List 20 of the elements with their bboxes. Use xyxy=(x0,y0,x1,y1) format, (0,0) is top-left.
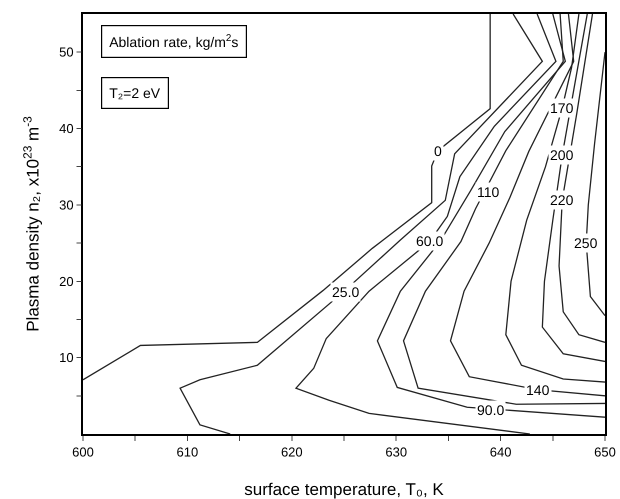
y-tick-label: 40 xyxy=(59,121,74,136)
y-tick-label: 10 xyxy=(59,350,74,366)
x-tick-label: 640 xyxy=(490,444,512,460)
y-tick-label: 30 xyxy=(59,197,74,212)
annotation: 110 xyxy=(477,184,500,200)
annotation: 90.0 xyxy=(477,402,504,418)
line-series xyxy=(542,14,605,362)
y-tick-label: 20 xyxy=(59,274,74,289)
y-tick-label: 50 xyxy=(59,44,74,60)
x-tick-label: 650 xyxy=(594,444,616,460)
annotation: 250 xyxy=(574,235,598,251)
annotation: T₂=2 eV xyxy=(109,85,161,102)
x-tick-label: 620 xyxy=(280,444,303,460)
annotation: 25.0 xyxy=(332,284,360,300)
x-tick-label: 600 xyxy=(72,444,94,460)
annotation: 140 xyxy=(526,382,550,398)
annotation: Ablation rate, kg/m$^{2}$s xyxy=(109,33,238,50)
x-tick-label: 630 xyxy=(385,444,408,460)
x-tick-label: 610 xyxy=(176,444,198,460)
x-axis-title: surface temperature, T₀, K xyxy=(244,480,444,499)
